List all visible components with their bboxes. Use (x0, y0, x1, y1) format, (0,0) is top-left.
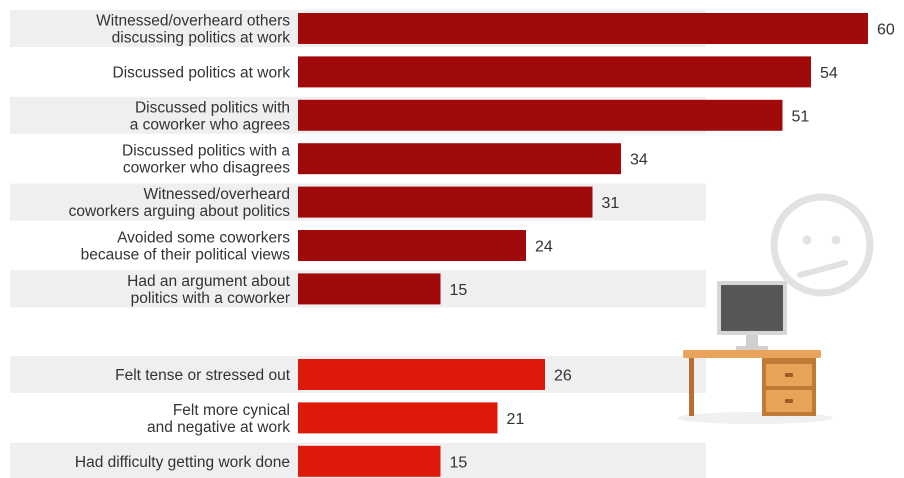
bar (298, 56, 811, 88)
category-label: Felt more cynical (173, 402, 290, 419)
value-label: 24 (535, 239, 553, 256)
category-label: Avoided some coworkers (117, 230, 290, 247)
bar (298, 186, 593, 218)
bar (298, 402, 498, 434)
bar (298, 99, 783, 131)
value-label: 51 (792, 108, 810, 125)
value-labels: 60 54 51 34 31 24 15 26 21 15 (450, 22, 895, 472)
office-desk-icon (683, 350, 821, 416)
category-label: coworkers arguing about politics (69, 203, 291, 220)
bar (298, 273, 441, 305)
computer-monitor-icon (717, 281, 787, 350)
category-label: Witnessed/overheard others (96, 13, 290, 30)
bar (298, 359, 545, 390)
bar (298, 230, 526, 261)
bar (298, 445, 441, 477)
category-label: Discussed politics with (135, 99, 290, 116)
category-label: coworker who disagrees (123, 160, 290, 177)
value-label: 26 (554, 368, 572, 385)
value-label: 60 (877, 22, 895, 39)
category-label: and negative at work (147, 419, 290, 436)
value-label: 15 (450, 282, 468, 299)
category-label: a coworker who agrees (130, 116, 290, 133)
value-label: 31 (602, 195, 620, 212)
bars (298, 13, 868, 477)
category-label: Had difficulty getting work done (75, 454, 290, 471)
category-label: Felt tense or stressed out (115, 367, 291, 384)
category-label: Had an argument about (127, 273, 291, 290)
value-label: 54 (820, 65, 838, 82)
category-label: because of their political views (81, 247, 291, 264)
category-label: Discussed politics at work (113, 64, 291, 81)
value-label: 34 (630, 152, 648, 169)
value-label: 21 (507, 411, 525, 428)
illustration (677, 193, 874, 424)
category-label: politics with a coworker (131, 290, 290, 307)
value-label: 15 (450, 454, 468, 471)
neutral-face-icon (770, 193, 874, 297)
category-label: Discussed politics with a (122, 143, 290, 160)
category-label: discussing politics at work (112, 30, 291, 47)
bar (298, 13, 868, 44)
category-label: Witnessed/overheard (144, 186, 290, 203)
bar (298, 143, 621, 175)
